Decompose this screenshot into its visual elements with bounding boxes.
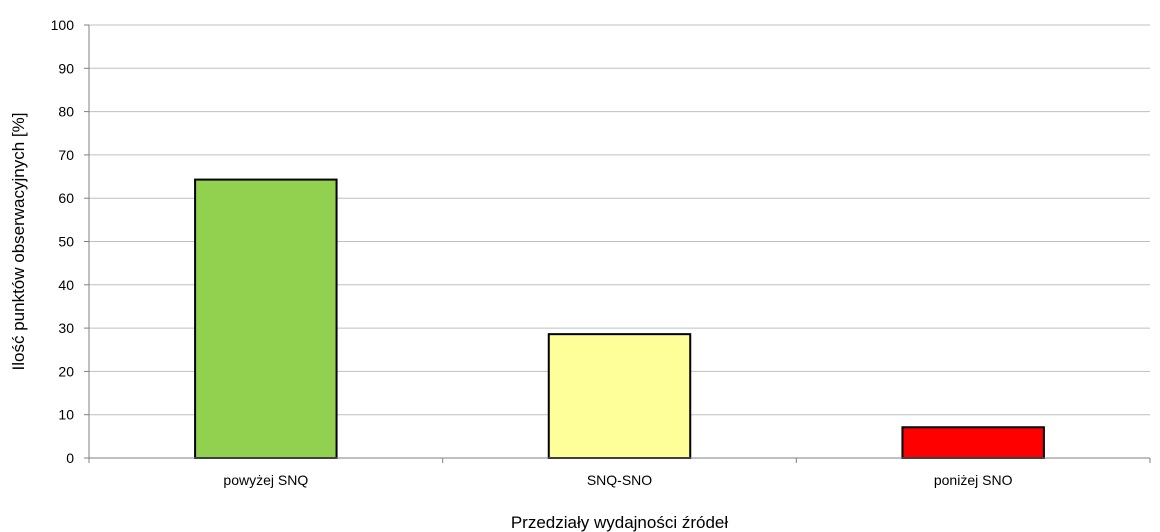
x-tick-label: powyżej SNQ xyxy=(223,472,308,488)
y-tick-label: 10 xyxy=(58,407,74,423)
x-tick-labels: powyżej SNQ SNQ-SNO poniżej SNO xyxy=(223,472,1012,488)
y-tick-label: 40 xyxy=(58,277,74,293)
y-tick-label: 70 xyxy=(58,147,74,163)
y-tick-label: 80 xyxy=(58,104,74,120)
x-tick-label: SNQ-SNO xyxy=(587,472,652,488)
y-tick-label: 0 xyxy=(66,450,74,466)
y-tick-label: 100 xyxy=(51,17,75,33)
bar xyxy=(901,426,1045,459)
y-tick-label: 20 xyxy=(58,363,74,379)
y-tick-label: 50 xyxy=(58,234,74,250)
y-tick-label: 30 xyxy=(58,320,74,336)
y-tick-labels: 0 10 20 30 40 50 60 70 80 90 100 xyxy=(51,17,75,466)
y-axis-title: Ilość punktów obserwacyjnych [%] xyxy=(9,113,28,371)
x-tick-label: poniżej SNO xyxy=(934,472,1013,488)
y-tick-label: 90 xyxy=(58,60,74,76)
bar xyxy=(547,333,692,459)
y-tick-label: 60 xyxy=(58,190,74,206)
bar xyxy=(194,178,338,459)
axes xyxy=(84,24,1151,463)
bars xyxy=(194,178,1045,459)
x-axis-title: Przedziały wydajności źródeł xyxy=(511,513,729,532)
